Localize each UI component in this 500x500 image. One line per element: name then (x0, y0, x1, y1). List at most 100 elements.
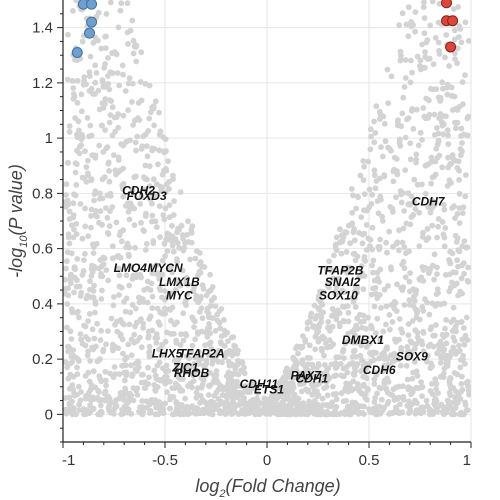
background-point (411, 176, 418, 183)
background-point (72, 56, 78, 63)
background-point (378, 196, 384, 203)
axes: -1 -0.5 0 0.5 1 0 0.2 0.4 0.6 0.8 1 1.2 1.4 (32, 0, 472, 469)
background-point (177, 189, 184, 196)
background-point (160, 134, 167, 141)
background-point (125, 200, 131, 207)
x-axis-title: log2(Fold Change) (195, 476, 340, 500)
background-point (345, 338, 351, 344)
background-point (385, 283, 391, 289)
background-point (376, 384, 383, 391)
background-point (352, 304, 359, 310)
background-point (95, 87, 102, 94)
background-point (412, 28, 418, 35)
background-point (70, 386, 76, 393)
background-point (428, 324, 435, 331)
background-point (333, 372, 340, 379)
background-point (177, 386, 184, 393)
background-point (168, 317, 174, 324)
background-point (93, 343, 99, 350)
background-point (215, 358, 222, 365)
background-point (449, 411, 455, 418)
background-point (378, 305, 384, 311)
background-point (301, 410, 307, 416)
background-point (182, 395, 189, 402)
background-point (164, 230, 171, 237)
background-point (207, 369, 213, 376)
background-point (225, 369, 232, 376)
background-point (354, 289, 361, 296)
background-point (422, 296, 428, 302)
background-point (398, 52, 404, 59)
background-point (388, 301, 395, 308)
background-point (102, 377, 109, 384)
background-point (285, 386, 292, 393)
background-point (318, 319, 324, 325)
background-point (112, 321, 118, 328)
background-point (444, 127, 451, 134)
background-point (279, 379, 285, 386)
background-point (84, 115, 91, 121)
background-point (161, 149, 168, 156)
background-point (319, 333, 326, 340)
background-point (145, 381, 152, 387)
background-point (354, 381, 361, 387)
background-point (69, 359, 75, 366)
background-point (279, 408, 285, 415)
background-point (410, 293, 417, 300)
background-point (366, 204, 373, 210)
background-point (112, 371, 119, 377)
background-point (174, 240, 181, 246)
background-point (153, 271, 160, 277)
background-point (460, 260, 467, 266)
background-point (97, 190, 103, 197)
background-point (333, 234, 340, 241)
gene-label: SOX9 (396, 349, 428, 363)
background-point (437, 359, 444, 366)
background-point (230, 334, 237, 340)
background-point (131, 43, 138, 50)
background-point (253, 400, 259, 406)
background-point (198, 375, 205, 382)
background-point (319, 310, 326, 316)
background-point (72, 169, 79, 176)
background-point (140, 320, 147, 327)
background-point (331, 252, 337, 259)
background-point (73, 0, 80, 4)
background-point (386, 228, 393, 235)
background-point (451, 36, 458, 43)
background-point (316, 371, 323, 377)
background-point (194, 329, 201, 336)
background-point (83, 164, 90, 171)
background-point (205, 392, 212, 398)
background-point (201, 399, 208, 405)
background-point (102, 397, 109, 404)
background-point (112, 400, 119, 407)
background-point (323, 340, 329, 347)
background-point (146, 183, 153, 190)
gene-label: CDH1 (296, 371, 329, 385)
background-point (99, 195, 106, 202)
background-point (83, 334, 89, 340)
background-point (337, 226, 343, 233)
background-point (465, 38, 471, 44)
background-point (419, 136, 425, 143)
background-point (310, 324, 316, 330)
background-point (371, 118, 377, 125)
background-point (163, 167, 170, 174)
background-point (440, 231, 447, 238)
background-point (369, 325, 375, 332)
background-point (81, 322, 87, 329)
background-point (325, 319, 332, 325)
background-point (459, 148, 465, 155)
background-point (305, 388, 311, 395)
background-point (340, 398, 347, 405)
background-point (360, 158, 367, 164)
background-point (374, 295, 381, 302)
background-point (452, 119, 458, 126)
background-point (118, 411, 125, 418)
background-point (365, 314, 371, 321)
background-point (118, 141, 125, 148)
background-point (63, 181, 70, 188)
background-point (450, 344, 457, 351)
background-point (417, 57, 424, 64)
